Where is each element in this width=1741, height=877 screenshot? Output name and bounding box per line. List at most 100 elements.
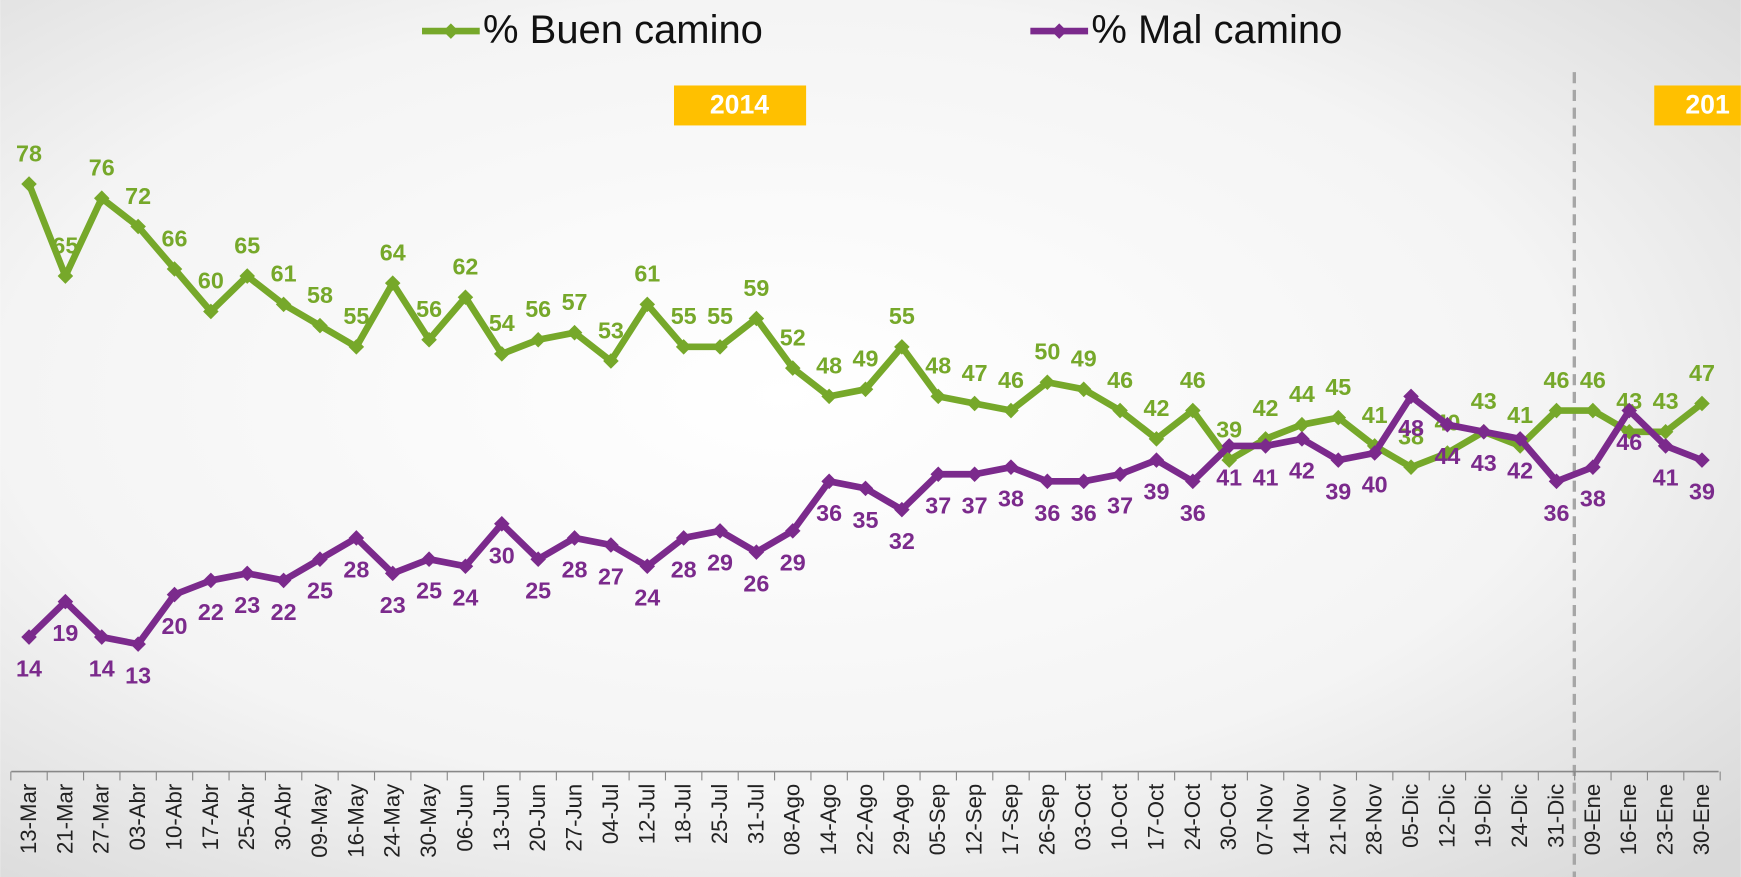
- x-tick-label: 27-Mar: [89, 783, 114, 854]
- data-label: 19: [52, 620, 78, 646]
- data-label: 29: [780, 549, 806, 575]
- x-tick-label: 24-Dic: [1507, 784, 1532, 848]
- data-label: 53: [598, 317, 624, 343]
- data-label: 36: [1180, 500, 1206, 526]
- point-marker: [1039, 374, 1056, 391]
- point-marker: [748, 544, 765, 560]
- data-label: 52: [780, 324, 806, 350]
- data-label: 41: [1507, 402, 1533, 428]
- legend-marker: [1051, 23, 1067, 39]
- data-label: 38: [1398, 423, 1424, 449]
- data-label: 23: [234, 592, 260, 618]
- data-label: 22: [198, 599, 224, 625]
- data-label: 49: [853, 346, 879, 372]
- x-tick-label: 03-Oct: [1071, 784, 1096, 851]
- point-marker: [1512, 431, 1528, 447]
- year-box: [674, 85, 807, 126]
- data-label: 41: [1362, 402, 1388, 428]
- data-label: 30: [489, 542, 515, 568]
- point-marker: [821, 473, 837, 490]
- data-label: 57: [562, 289, 588, 315]
- data-label: 23: [380, 592, 406, 618]
- data-label: 78: [16, 140, 42, 166]
- point-marker: [603, 537, 619, 553]
- data-label: 28: [343, 556, 369, 582]
- legend-label: % Buen camino: [483, 8, 763, 52]
- x-tick-label: 17-Sep: [998, 784, 1023, 856]
- x-tick-label: 21-Mar: [52, 783, 77, 854]
- data-label: 27: [598, 563, 624, 589]
- point-marker: [639, 296, 656, 313]
- point-marker: [1439, 445, 1456, 461]
- x-tick-label: 26-Sep: [1034, 784, 1059, 856]
- data-label: 24: [634, 585, 660, 611]
- x-tick-label: 06-Jun: [452, 784, 477, 852]
- data-label: 48: [816, 353, 842, 379]
- data-label: 41: [1253, 464, 1279, 490]
- data-label: 47: [962, 360, 988, 386]
- point-marker: [566, 324, 583, 341]
- data-label: 42: [1253, 395, 1279, 421]
- data-label: 26: [743, 571, 769, 597]
- point-marker: [93, 190, 110, 206]
- point-marker: [239, 565, 256, 582]
- data-label: 59: [743, 275, 769, 301]
- x-tick-label: 30-Abr: [271, 783, 296, 850]
- data-label: 44: [1434, 443, 1460, 469]
- x-tick-label: 24-Oct: [1180, 784, 1205, 851]
- point-marker: [857, 480, 874, 497]
- data-label: 39: [1143, 479, 1169, 505]
- x-tick-label: 14-Ago: [816, 784, 841, 856]
- data-label: 46: [1107, 367, 1133, 393]
- x-tick-label: 12-Sep: [962, 784, 987, 856]
- data-label: 60: [198, 268, 224, 294]
- point-marker: [566, 530, 583, 546]
- x-tick-label: 28-Nov: [1362, 783, 1387, 855]
- data-label: 42: [1289, 457, 1315, 483]
- data-label: 66: [162, 225, 188, 251]
- point-marker: [1657, 424, 1674, 440]
- x-tick-label: 09-May: [307, 783, 332, 858]
- data-label: 14: [16, 656, 42, 682]
- data-label: 49: [1071, 346, 1097, 372]
- point-marker: [130, 218, 146, 235]
- legend-marker: [443, 23, 459, 39]
- x-tick-label: 19-Dic: [1471, 784, 1496, 848]
- x-tick-label: 05-Sep: [925, 784, 950, 856]
- data-label: 37: [925, 493, 951, 519]
- data-label: 37: [1107, 493, 1133, 519]
- x-tick-label: 03-Abr: [125, 783, 150, 850]
- point-marker: [21, 176, 37, 192]
- x-tick-label: 23-Ene: [1653, 784, 1678, 856]
- data-label: 43: [1471, 388, 1497, 414]
- x-tick-label: 31-Jul: [743, 784, 768, 844]
- data-label: 37: [962, 493, 988, 519]
- point-marker: [130, 636, 146, 652]
- data-label: 28: [562, 556, 588, 582]
- data-label: 39: [1689, 479, 1715, 505]
- data-label: 50: [1034, 339, 1060, 365]
- data-label: 35: [853, 507, 879, 533]
- data-label: 40: [1362, 471, 1388, 497]
- point-marker: [1439, 416, 1456, 433]
- x-tick-label: 25-Jul: [707, 784, 732, 844]
- point-marker: [203, 572, 219, 589]
- data-label: 48: [1398, 415, 1424, 441]
- data-label: 25: [416, 578, 442, 604]
- x-tick-label: 31-Dic: [1543, 784, 1568, 848]
- data-label: 72: [125, 183, 151, 209]
- point-marker: [675, 530, 692, 546]
- data-label: 29: [707, 549, 733, 575]
- point-marker: [384, 565, 401, 582]
- x-tick-label: 21-Nov: [1325, 783, 1350, 855]
- x-tick-label: 07-Nov: [1253, 783, 1278, 855]
- data-label: 24: [452, 585, 478, 611]
- point-marker: [239, 268, 256, 284]
- data-label: 42: [1143, 395, 1169, 421]
- point-marker: [1039, 473, 1056, 490]
- x-tick-label: 22-Ago: [852, 784, 877, 856]
- point-marker: [494, 346, 510, 362]
- data-label: 65: [52, 232, 78, 258]
- point-marker: [1294, 416, 1310, 433]
- data-label: 48: [925, 353, 951, 379]
